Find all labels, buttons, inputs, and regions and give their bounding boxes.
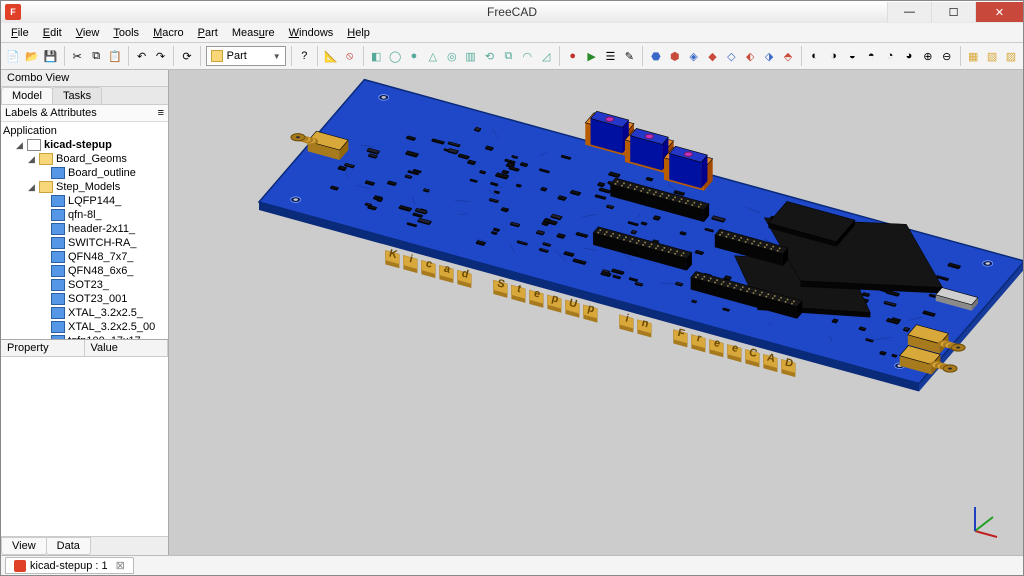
bool4-icon[interactable]: ◆ <box>705 45 721 67</box>
bool3-icon[interactable]: ◈ <box>686 45 702 67</box>
tree-item[interactable]: SOT23_001 <box>3 292 166 306</box>
workbench-selector[interactable]: Part ▼ <box>206 46 286 66</box>
extra1-icon[interactable]: ▦ <box>965 45 981 67</box>
menu-measure[interactable]: Measure <box>226 25 281 41</box>
tab-model[interactable]: Model <box>1 87 53 104</box>
titlebar: F FreeCAD — ☐ ✕ <box>1 1 1023 23</box>
window-title: FreeCAD <box>1 5 1023 19</box>
bool-icon[interactable]: ⬣ <box>648 45 664 67</box>
macros-icon[interactable]: ☰ <box>603 45 619 67</box>
redo-icon[interactable]: ↷ <box>153 45 169 67</box>
prop-header-property: Property <box>1 340 85 356</box>
measure8-icon[interactable]: ⊖ <box>939 45 955 67</box>
bool5-icon[interactable]: ◇ <box>723 45 739 67</box>
measure7-icon[interactable]: ⊕ <box>920 45 936 67</box>
tree-item[interactable]: header-2x11_ <box>3 222 166 236</box>
menu-help[interactable]: Help <box>341 25 376 41</box>
tree-item[interactable]: SOT23_ <box>3 278 166 292</box>
cylinder-icon[interactable]: ◯ <box>387 45 403 67</box>
doc-icon <box>14 560 26 572</box>
tree-header-label: Labels & Attributes <box>5 107 97 119</box>
tree-folder-step-models[interactable]: ◢Step_Models <box>3 180 166 194</box>
measure6-icon[interactable]: ◕ <box>901 45 917 67</box>
tree-item[interactable]: LQFP144_ <box>3 194 166 208</box>
tree-item[interactable]: Board_outline <box>3 166 166 180</box>
panel-title: Combo View <box>1 70 168 87</box>
doc-label: kicad-stepup : 1 <box>30 560 108 572</box>
bool2-icon[interactable]: ⬢ <box>667 45 683 67</box>
whatsthis-icon[interactable]: ? <box>296 45 312 67</box>
stop-icon[interactable]: ⦸ <box>342 45 358 67</box>
torus-icon[interactable]: ◎ <box>444 45 460 67</box>
menu-view[interactable]: View <box>70 25 106 41</box>
refresh-icon[interactable]: ⟳ <box>179 45 195 67</box>
bool7-icon[interactable]: ⬗ <box>761 45 777 67</box>
sphere-icon[interactable]: ● <box>406 45 422 67</box>
extra2-icon[interactable]: ▧ <box>984 45 1000 67</box>
revolve-icon[interactable]: ⟲ <box>482 45 498 67</box>
new-icon[interactable]: 📄 <box>5 45 21 67</box>
menubar: File Edit View Tools Macro Part Measure … <box>1 23 1023 43</box>
record-icon[interactable]: ● <box>565 45 581 67</box>
menu-windows[interactable]: Windows <box>283 25 340 41</box>
measure4-icon[interactable]: ◓ <box>863 45 879 67</box>
combo-view-panel: Combo View Model Tasks Labels & Attribut… <box>1 70 169 555</box>
menu-tools[interactable]: Tools <box>107 25 145 41</box>
bool8-icon[interactable]: ⬘ <box>780 45 796 67</box>
measure2-icon[interactable]: ◑ <box>826 45 842 67</box>
document-tab[interactable]: kicad-stepup : 1 ⊠ <box>5 557 134 574</box>
close-doc-icon[interactable]: ⊠ <box>116 559 125 572</box>
tree-app: Application <box>3 124 166 138</box>
save-icon[interactable]: 💾 <box>43 45 59 67</box>
measure-icon[interactable]: 📐 <box>323 45 339 67</box>
chevron-down-icon: ▼ <box>273 52 281 61</box>
tree-menu-icon[interactable]: ≡ <box>158 107 164 119</box>
tree-item[interactable]: SWITCH-RA_ <box>3 236 166 250</box>
menu-part[interactable]: Part <box>192 25 224 41</box>
box-icon[interactable]: ◧ <box>368 45 384 67</box>
open-icon[interactable]: 📂 <box>24 45 40 67</box>
cut-icon[interactable]: ✂ <box>69 45 85 67</box>
menu-macro[interactable]: Macro <box>147 25 190 41</box>
tree-root[interactable]: ◢kicad-stepup <box>3 138 166 152</box>
undo-icon[interactable]: ↶ <box>134 45 150 67</box>
bool6-icon[interactable]: ⬖ <box>742 45 758 67</box>
prop-header-value: Value <box>85 340 169 356</box>
tree-item[interactable]: XTAL_3.2x2.5_00 <box>3 320 166 334</box>
chamfer-icon[interactable]: ◿ <box>538 45 554 67</box>
measure1-icon[interactable]: ◐ <box>807 45 823 67</box>
workbench-label: Part <box>227 50 247 62</box>
workbench-icon <box>211 50 223 62</box>
3d-viewport[interactable]: KicadStepUpinFreeCAD <box>169 70 1023 555</box>
prism-icon[interactable]: ▥ <box>463 45 479 67</box>
copy-icon[interactable]: ⧉ <box>88 45 104 67</box>
mirror-icon[interactable]: ⧉ <box>500 45 516 67</box>
paste-icon[interactable]: 📋 <box>107 45 123 67</box>
statusbar: kicad-stepup : 1 ⊠ <box>1 555 1023 575</box>
tab-tasks[interactable]: Tasks <box>52 87 102 104</box>
extra3-icon[interactable]: ▨ <box>1003 45 1019 67</box>
tree-item[interactable]: QFN48_6x6_ <box>3 264 166 278</box>
tree-item[interactable]: QFN48_7x7_ <box>3 250 166 264</box>
prop-tab-view[interactable]: View <box>1 537 47 555</box>
measure3-icon[interactable]: ◒ <box>844 45 860 67</box>
tree-folder-board-geoms[interactable]: ◢Board_Geoms <box>3 152 166 166</box>
cone-icon[interactable]: △ <box>425 45 441 67</box>
model-tree[interactable]: Labels & Attributes ≡ Application ◢kicad… <box>1 105 168 340</box>
fillet-icon[interactable]: ◠ <box>519 45 535 67</box>
menu-edit[interactable]: Edit <box>37 25 68 41</box>
play-icon[interactable]: ▶ <box>584 45 600 67</box>
axis-gizmo <box>965 497 1009 541</box>
property-panel: Property Value View Data <box>1 340 168 555</box>
prop-tab-data[interactable]: Data <box>46 537 91 555</box>
tree-item[interactable]: qfn-8l_ <box>3 208 166 222</box>
edit-macro-icon[interactable]: ✎ <box>621 45 637 67</box>
menu-file[interactable]: File <box>5 25 35 41</box>
measure5-icon[interactable]: ◔ <box>882 45 898 67</box>
toolbar-row: 📄 📂 💾 ✂ ⧉ 📋 ↶ ↷ ⟳ Part ▼ ? 📐 ⦸ ◧ ◯ ● △ ◎… <box>1 43 1023 70</box>
tree-item[interactable]: XTAL_3.2x2.5_ <box>3 306 166 320</box>
